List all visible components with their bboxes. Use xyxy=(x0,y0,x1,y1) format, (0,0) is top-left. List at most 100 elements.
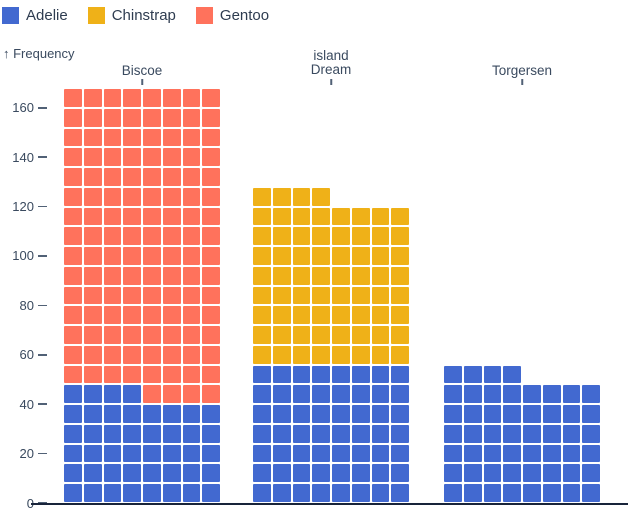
legend-item-chinstrap: Chinstrap xyxy=(87,7,176,24)
waffle-cell-gentoo xyxy=(143,247,161,265)
waffle-cell-gentoo xyxy=(123,365,141,384)
waffle-cell-adelie xyxy=(202,424,220,443)
waffle-cell-gentoo xyxy=(103,108,122,127)
waffle-cell-gentoo xyxy=(162,286,181,305)
waffle-cell-adelie xyxy=(162,405,181,423)
waffle-cell-adelie xyxy=(272,405,291,423)
waffle-cell-chinstrap xyxy=(391,266,409,285)
waffle-cell-adelie xyxy=(503,385,521,404)
legend: Adelie Chinstrap Gentoo xyxy=(2,7,289,24)
waffle-cell-adelie xyxy=(391,405,409,423)
waffle-cell-adelie xyxy=(542,405,561,423)
waffle-cell-gentoo xyxy=(103,266,122,285)
waffle-cell-adelie xyxy=(202,464,220,483)
waffle-cell-adelie xyxy=(162,464,181,483)
facet-label-dream: island Dream xyxy=(311,49,352,77)
waffle-cell-adelie xyxy=(562,385,581,404)
waffle-cell-gentoo xyxy=(143,286,161,305)
waffle-cell-gentoo xyxy=(143,326,161,344)
y-tick-label-0: 0 xyxy=(0,497,34,510)
waffle-cell-chinstrap xyxy=(351,286,370,305)
waffle-cell-adelie xyxy=(143,405,161,423)
waffle-cell-adelie xyxy=(542,424,561,443)
waffle-cell-gentoo xyxy=(83,128,102,147)
waffle-cell-gentoo xyxy=(123,227,141,246)
waffle-cell-adelie xyxy=(182,444,201,463)
waffle-cell-gentoo xyxy=(162,89,181,107)
waffle-cell-chinstrap xyxy=(253,306,271,325)
waffle-cell-chinstrap xyxy=(391,326,409,344)
waffle-cell-adelie xyxy=(391,484,409,502)
waffle-cell-gentoo xyxy=(83,266,102,285)
y-tick-mark-100 xyxy=(38,255,47,257)
waffle-cell-adelie xyxy=(253,405,271,423)
waffle-cell-adelie xyxy=(123,464,141,483)
waffle-cell-adelie xyxy=(312,484,330,502)
y-tick-label-120: 120 xyxy=(12,199,34,215)
waffle-cell-gentoo xyxy=(64,365,82,384)
waffle-cell-gentoo xyxy=(103,365,122,384)
waffle-cell-gentoo xyxy=(103,207,122,226)
waffle-cell-adelie xyxy=(391,444,409,463)
waffle-cell-chinstrap xyxy=(332,207,350,226)
waffle-cell-gentoo xyxy=(64,168,82,186)
waffle-cell-adelie xyxy=(371,464,390,483)
waffle-cell-gentoo xyxy=(83,247,102,265)
waffle-cell-chinstrap xyxy=(351,227,370,246)
waffle-cell-gentoo xyxy=(202,365,220,384)
waffle-cell-adelie xyxy=(463,365,482,384)
waffle-cell-adelie xyxy=(292,365,311,384)
waffle-cell-gentoo xyxy=(64,247,82,265)
waffle-cell-chinstrap xyxy=(292,345,311,364)
waffle-cell-adelie xyxy=(253,464,271,483)
waffle-cell-adelie xyxy=(143,484,161,502)
waffle-cell-gentoo xyxy=(162,207,181,226)
waffle-cell-gentoo xyxy=(103,168,122,186)
waffle-cell-gentoo xyxy=(103,247,122,265)
waffle-cell-gentoo xyxy=(162,345,181,364)
waffle-cell-adelie xyxy=(64,424,82,443)
waffle-cell-gentoo xyxy=(123,266,141,285)
waffle-cell-gentoo xyxy=(123,108,141,127)
waffle-cell-adelie xyxy=(562,405,581,423)
waffle-cell-adelie xyxy=(312,464,330,483)
waffle-cell-chinstrap xyxy=(371,207,390,226)
waffle-cell-gentoo xyxy=(162,187,181,206)
waffle-cell-chinstrap xyxy=(253,266,271,285)
waffle-cell-gentoo xyxy=(143,365,161,384)
waffle-cell-adelie xyxy=(483,464,502,483)
waffle-cell-chinstrap xyxy=(292,247,311,265)
waffle-cell-chinstrap xyxy=(332,326,350,344)
waffle-cell-chinstrap xyxy=(312,326,330,344)
waffle-cell-chinstrap xyxy=(312,266,330,285)
waffle-cell-adelie xyxy=(371,424,390,443)
waffle-cell-gentoo xyxy=(123,326,141,344)
facet-tick-torgersen xyxy=(521,79,523,85)
waffle-cell-gentoo xyxy=(64,306,82,325)
waffle-cell-gentoo xyxy=(162,266,181,285)
waffle-cell-adelie xyxy=(182,464,201,483)
waffle-cell-chinstrap xyxy=(272,286,291,305)
waffle-cell-adelie xyxy=(371,385,390,404)
waffle-cell-adelie xyxy=(312,444,330,463)
waffle-cell-gentoo xyxy=(103,148,122,167)
waffle-cell-chinstrap xyxy=(371,266,390,285)
y-tick-mark-60 xyxy=(38,354,47,356)
waffle-cell-gentoo xyxy=(143,207,161,226)
waffle-cell-adelie xyxy=(523,444,541,463)
waffle-cell-adelie xyxy=(272,365,291,384)
waffle-cell-adelie xyxy=(103,405,122,423)
facet-label-biscoe: Biscoe xyxy=(122,64,163,78)
waffle-cell-gentoo xyxy=(123,187,141,206)
waffle-cell-gentoo xyxy=(182,168,201,186)
waffle-cell-adelie xyxy=(444,424,462,443)
waffle-cell-chinstrap xyxy=(391,247,409,265)
waffle-cell-chinstrap xyxy=(312,247,330,265)
waffle-cell-adelie xyxy=(582,484,600,502)
waffle-cell-chinstrap xyxy=(312,227,330,246)
waffle-cell-gentoo xyxy=(202,207,220,226)
waffle-cell-gentoo xyxy=(103,89,122,107)
waffle-cell-adelie xyxy=(83,484,102,502)
waffle-cell-adelie xyxy=(103,424,122,443)
waffle-cell-gentoo xyxy=(182,247,201,265)
